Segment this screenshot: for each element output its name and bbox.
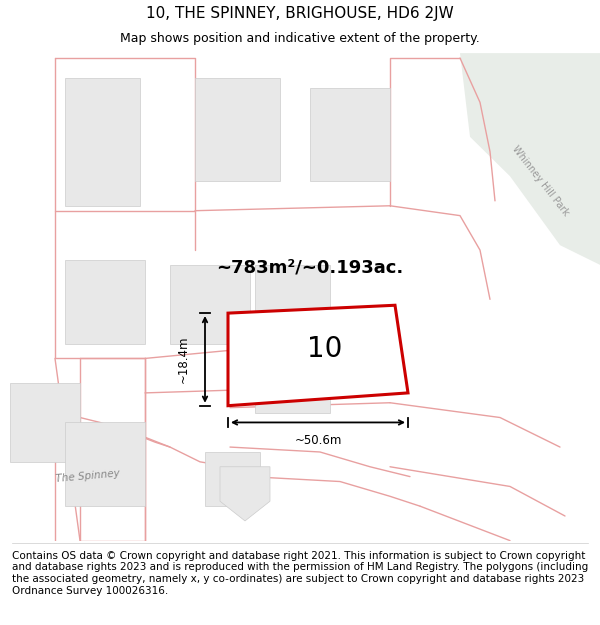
- Bar: [255, 265, 330, 329]
- Polygon shape: [228, 305, 408, 406]
- Bar: [170, 265, 250, 344]
- Bar: [255, 349, 330, 413]
- Text: Whinney Hill Park: Whinney Hill Park: [509, 144, 571, 218]
- Polygon shape: [460, 53, 600, 265]
- Text: ~50.6m: ~50.6m: [295, 434, 341, 447]
- Polygon shape: [220, 467, 270, 521]
- Text: ~18.4m: ~18.4m: [176, 336, 190, 383]
- Text: The Spinney: The Spinney: [55, 469, 121, 484]
- Text: Contains OS data © Crown copyright and database right 2021. This information is : Contains OS data © Crown copyright and d…: [12, 551, 588, 596]
- Text: Map shows position and indicative extent of the property.: Map shows position and indicative extent…: [120, 32, 480, 45]
- Bar: [65, 260, 145, 344]
- Bar: [65, 422, 145, 506]
- Bar: [205, 452, 260, 506]
- Bar: [195, 78, 280, 181]
- Bar: [65, 78, 140, 206]
- Text: ~783m²/~0.193ac.: ~783m²/~0.193ac.: [217, 259, 404, 277]
- Text: 10, THE SPINNEY, BRIGHOUSE, HD6 2JW: 10, THE SPINNEY, BRIGHOUSE, HD6 2JW: [146, 6, 454, 21]
- Text: 10: 10: [307, 336, 343, 363]
- Bar: [310, 88, 390, 181]
- Bar: [10, 383, 80, 462]
